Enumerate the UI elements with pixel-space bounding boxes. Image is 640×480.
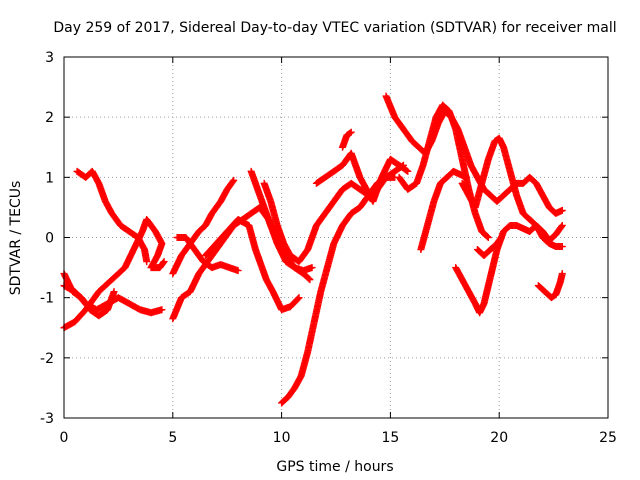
data-point [557,223,565,231]
x-axis-label: GPS time / hours [276,459,393,475]
data-point [404,167,412,175]
x-tick-label: 10 [273,430,291,446]
data-point [497,235,505,243]
y-axis-label: SDTVAR / TECUs [8,181,24,296]
data-point [143,258,151,266]
y-tick-label: -1 [40,291,54,307]
series-track-8 [201,215,303,314]
data-point [230,176,238,184]
data-point [483,233,491,241]
series-track-11 [278,173,399,407]
x-tick-label: 0 [60,430,69,446]
series-track-12 [312,149,412,205]
data-point [346,129,354,137]
data-point [497,234,505,241]
y-tick-label: -3 [40,411,54,427]
data-point [403,167,411,175]
data-point [160,258,168,266]
y-tick-label: 3 [45,50,54,66]
data-point [158,306,166,314]
series-track-20 [534,270,566,302]
data-point [306,276,314,284]
x-tick-label: 25 [599,430,617,446]
data-point [347,128,355,136]
series-track-19 [473,234,505,260]
data-point [229,177,237,185]
x-tick-label: 20 [490,430,508,446]
data-point [558,206,566,214]
data-point [294,295,302,303]
data-point [295,294,303,302]
data-point [558,221,566,229]
series-track-1 [73,167,151,266]
y-tick-label: 0 [45,231,54,247]
series-track-18 [458,134,566,245]
y-tick-label: 1 [45,170,54,186]
series-track-7 [173,234,242,275]
series-track-13 [339,128,355,151]
series-track-4 [60,270,118,320]
data-point [484,234,492,241]
series-track-16 [417,167,471,254]
data-point [110,288,118,296]
x-tick-label: 15 [381,430,399,446]
data-point [305,275,313,283]
data-point [308,264,316,272]
x-tick-label: 5 [168,430,177,446]
y-tick-label: -2 [40,351,54,367]
data-point [463,173,471,181]
y-tick-label: 2 [45,110,54,126]
data-point [234,267,242,275]
axis-ticks: 0 5 10 15 20 25 -3 -2 -1 0 1 2 3 [40,50,617,446]
data-point [558,243,566,251]
data-point [558,270,566,278]
data-point [159,259,167,267]
chart-title: Day 259 of 2017, Sidereal Day-to-day VTE… [53,20,616,36]
data-points [60,92,566,407]
